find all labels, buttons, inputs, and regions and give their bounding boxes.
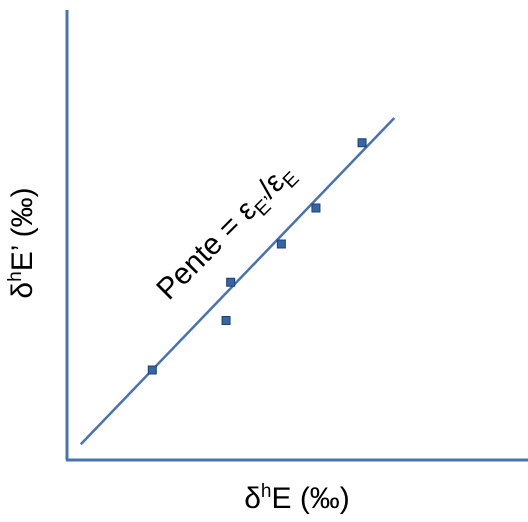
y-axis-label: δhE’ (‰) [5,187,39,298]
data-point-1 [147,365,157,375]
x-axis-label: δhE (‰) [244,481,350,515]
data-point-4 [276,239,286,249]
data-point-2 [221,316,231,325]
data-points [147,138,367,375]
data-point-5 [311,203,321,213]
regression-line [79,117,396,446]
data-point-3 [226,277,236,287]
data-point-6 [357,138,367,148]
